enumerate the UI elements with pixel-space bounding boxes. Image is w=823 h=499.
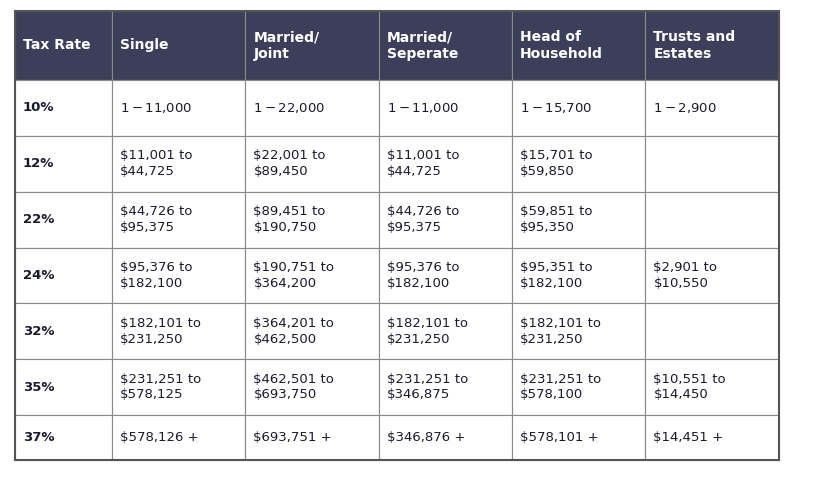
Bar: [379, 11, 512, 80]
Text: $190,751 to
$364,200: $190,751 to $364,200: [253, 261, 334, 290]
Bar: [512, 303, 645, 359]
Text: $231,251 to
$578,100: $231,251 to $578,100: [520, 373, 602, 402]
Text: $578,126 +: $578,126 +: [120, 431, 199, 444]
Text: $95,376 to
$182,100: $95,376 to $182,100: [120, 261, 193, 290]
Bar: [379, 80, 512, 136]
Bar: [512, 192, 645, 248]
Bar: [512, 359, 645, 415]
Text: $231,251 to
$578,125: $231,251 to $578,125: [120, 373, 202, 402]
Bar: [112, 136, 245, 192]
Text: $364,201 to
$462,500: $364,201 to $462,500: [253, 317, 334, 346]
Text: $10,551 to
$14,450: $10,551 to $14,450: [653, 373, 726, 402]
Bar: [512, 248, 645, 303]
Text: $11,001 to
$44,725: $11,001 to $44,725: [387, 149, 459, 178]
Bar: [512, 136, 645, 192]
Bar: [645, 415, 779, 460]
Bar: [379, 415, 512, 460]
Text: 37%: 37%: [23, 431, 54, 444]
Text: $182,101 to
$231,250: $182,101 to $231,250: [120, 317, 201, 346]
Text: 10%: 10%: [23, 101, 54, 114]
Text: $182,101 to
$231,250: $182,101 to $231,250: [520, 317, 601, 346]
Bar: [245, 303, 379, 359]
Bar: [112, 415, 245, 460]
Text: Single: Single: [120, 38, 169, 52]
Text: $22,001 to
$89,450: $22,001 to $89,450: [253, 149, 326, 178]
Bar: [245, 192, 379, 248]
Bar: [245, 415, 379, 460]
Bar: [15, 136, 112, 192]
Bar: [15, 359, 112, 415]
Text: Trusts and
Estates: Trusts and Estates: [653, 30, 736, 61]
Bar: [15, 192, 112, 248]
Text: $89,451 to
$190,750: $89,451 to $190,750: [253, 205, 326, 234]
Bar: [112, 192, 245, 248]
Text: 22%: 22%: [23, 213, 54, 226]
Bar: [245, 136, 379, 192]
Text: $95,376 to
$182,100: $95,376 to $182,100: [387, 261, 459, 290]
Text: $693,751 +: $693,751 +: [253, 431, 332, 444]
Bar: [645, 192, 779, 248]
Bar: [15, 415, 112, 460]
Bar: [15, 303, 112, 359]
Text: 24%: 24%: [23, 269, 54, 282]
Text: $1 - $15,700: $1 - $15,700: [520, 101, 593, 115]
Text: $346,876 +: $346,876 +: [387, 431, 465, 444]
Bar: [15, 11, 112, 80]
Text: $462,501 to
$693,750: $462,501 to $693,750: [253, 373, 334, 402]
Bar: [645, 136, 779, 192]
Text: $14,451 +: $14,451 +: [653, 431, 723, 444]
Text: $1 - $11,000: $1 - $11,000: [120, 101, 193, 115]
Text: 12%: 12%: [23, 157, 54, 170]
Bar: [112, 248, 245, 303]
Bar: [379, 192, 512, 248]
Bar: [512, 80, 645, 136]
Bar: [245, 11, 379, 80]
Text: Tax Rate: Tax Rate: [23, 38, 91, 52]
Bar: [379, 248, 512, 303]
Text: $231,251 to
$346,875: $231,251 to $346,875: [387, 373, 468, 402]
Bar: [112, 11, 245, 80]
Text: Married/
Joint: Married/ Joint: [253, 30, 319, 61]
Text: $1 -$22,000: $1 -$22,000: [253, 101, 326, 115]
Bar: [112, 359, 245, 415]
Text: $182,101 to
$231,250: $182,101 to $231,250: [387, 317, 467, 346]
Text: 32%: 32%: [23, 325, 54, 338]
Text: $59,851 to
$95,350: $59,851 to $95,350: [520, 205, 593, 234]
Text: 35%: 35%: [23, 381, 54, 394]
Text: $44,726 to
$95,375: $44,726 to $95,375: [387, 205, 459, 234]
Bar: [645, 248, 779, 303]
Bar: [245, 248, 379, 303]
Text: $95,351 to
$182,100: $95,351 to $182,100: [520, 261, 593, 290]
Text: $2,901 to
$10,550: $2,901 to $10,550: [653, 261, 718, 290]
Text: $44,726 to
$95,375: $44,726 to $95,375: [120, 205, 193, 234]
Bar: [512, 415, 645, 460]
Bar: [112, 80, 245, 136]
Bar: [645, 359, 779, 415]
Text: Married/
Seperate: Married/ Seperate: [387, 30, 458, 61]
Text: $578,101 +: $578,101 +: [520, 431, 599, 444]
Bar: [645, 80, 779, 136]
Text: $1 - $11,000: $1 - $11,000: [387, 101, 459, 115]
Bar: [112, 303, 245, 359]
Text: Head of
Household: Head of Household: [520, 30, 603, 61]
Text: $15,701 to
$59,850: $15,701 to $59,850: [520, 149, 593, 178]
Bar: [379, 136, 512, 192]
Bar: [645, 303, 779, 359]
Bar: [245, 359, 379, 415]
Bar: [379, 303, 512, 359]
Bar: [645, 11, 779, 80]
Bar: [15, 248, 112, 303]
Bar: [15, 80, 112, 136]
Bar: [379, 359, 512, 415]
Text: $11,001 to
$44,725: $11,001 to $44,725: [120, 149, 193, 178]
Text: $1 - $2,900: $1 - $2,900: [653, 101, 717, 115]
Bar: [512, 11, 645, 80]
Bar: [245, 80, 379, 136]
